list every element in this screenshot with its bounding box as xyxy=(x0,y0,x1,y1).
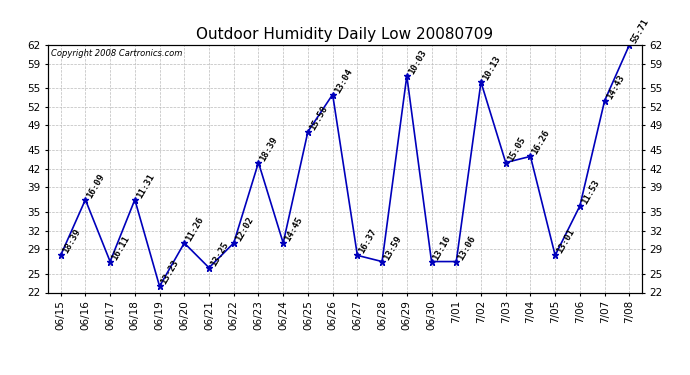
Text: 13:25: 13:25 xyxy=(209,240,230,268)
Text: 15:58: 15:58 xyxy=(308,104,329,132)
Text: 13:04: 13:04 xyxy=(333,67,354,94)
Text: 55:71: 55:71 xyxy=(629,17,651,45)
Text: 13:01: 13:01 xyxy=(555,228,576,255)
Text: 13:16: 13:16 xyxy=(431,234,453,262)
Text: 15:05: 15:05 xyxy=(506,135,527,163)
Text: 16:37: 16:37 xyxy=(357,228,379,255)
Text: 13:06: 13:06 xyxy=(456,234,477,262)
Title: Outdoor Humidity Daily Low 20080709: Outdoor Humidity Daily Low 20080709 xyxy=(197,27,493,42)
Text: 18:39: 18:39 xyxy=(61,228,82,255)
Text: 13:23: 13:23 xyxy=(159,258,181,286)
Text: 18:39: 18:39 xyxy=(259,135,279,163)
Text: 16:09: 16:09 xyxy=(86,172,107,200)
Text: 10:13: 10:13 xyxy=(481,54,502,82)
Text: 12:02: 12:02 xyxy=(234,215,255,243)
Text: 10:03: 10:03 xyxy=(407,48,428,76)
Text: Copyright 2008 Cartronics.com: Copyright 2008 Cartronics.com xyxy=(51,49,183,58)
Text: 11:53: 11:53 xyxy=(580,178,601,206)
Text: 16:26: 16:26 xyxy=(531,129,552,156)
Text: 14:43: 14:43 xyxy=(604,73,626,101)
Text: 13:59: 13:59 xyxy=(382,234,404,262)
Text: 16:11: 16:11 xyxy=(110,234,131,262)
Text: 11:26: 11:26 xyxy=(184,215,206,243)
Text: 11:31: 11:31 xyxy=(135,172,156,200)
Text: 14:45: 14:45 xyxy=(283,215,304,243)
